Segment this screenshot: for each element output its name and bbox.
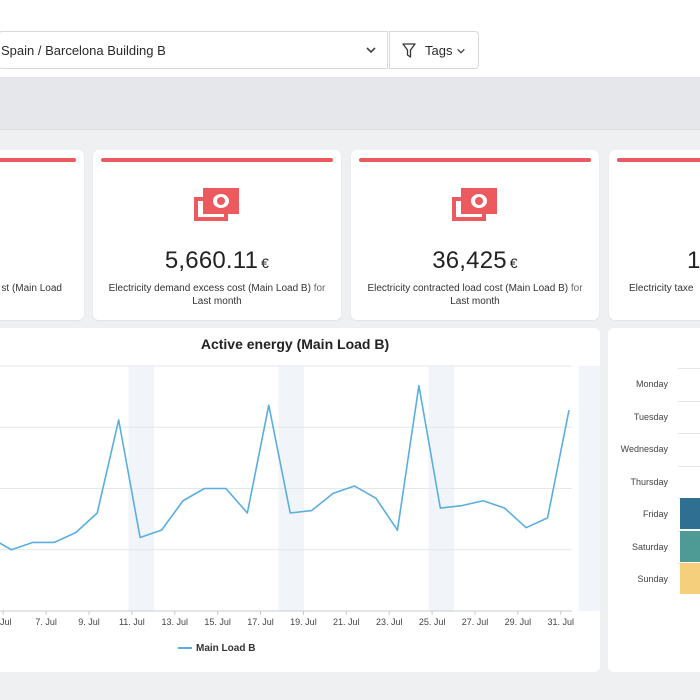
heatmap-day-label: Saturday: [631, 541, 668, 552]
heatmap-row-divider: [678, 368, 700, 369]
x-tick-label: 17. Jul: [247, 617, 274, 627]
x-tick-label: 27. Jul: [462, 617, 489, 627]
kpi-card[interactable]: 5,660.11 € Electricity demand excess cost…: [93, 150, 341, 320]
heatmap-day-label: Wednesday: [620, 444, 668, 454]
kpi-description: Electricity demand excess cost (Main Loa…: [108, 283, 326, 307]
kpi-card[interactable]: 36,425 € Electricity contracted load cost…: [351, 150, 599, 320]
kpi-card[interactable]: st (Main Load: [0, 150, 84, 320]
heatmap-cell[interactable]: [680, 498, 700, 529]
x-tick-label: 15. Jul: [204, 617, 231, 627]
legend-line-swatch: [178, 647, 192, 650]
filter-band: [0, 78, 700, 130]
active-energy-line-chart[interactable]: . Jul 7. Jul 9. Jul 11. Jul 13. Jul 15. Jul 17…: [0, 328, 600, 672]
card-accent-bar: [0, 158, 76, 162]
location-select-value: Spain / Barcelona Building B: [1, 43, 166, 58]
top-toolbar: Spain / Barcelona Building B Tags: [0, 0, 700, 78]
x-tick-label: 21. Jul: [333, 617, 360, 627]
tags-label: Tags: [425, 43, 453, 58]
active-energy-chart-card: Active energy (Main Load B) . Jul 7. Jul 9…: [0, 328, 600, 672]
chart-title: Active energy (Main Load B): [200, 336, 390, 352]
heatmap-day-label: Monday: [635, 379, 668, 389]
heatmap-day-label: Thursday: [630, 476, 668, 487]
x-tick-label: 7. Jul: [35, 617, 57, 627]
heatmap-row-divider: [678, 400, 700, 402]
kpi-description: st (Main Load: [1, 283, 62, 294]
weekday-heatmap-card: Monday Tuesday Wednesday Thursday Friday Satu…: [608, 328, 700, 672]
tags-filter-button[interactable]: Tags: [389, 31, 479, 69]
kpi-value: 5,660.11 €: [164, 247, 270, 274]
x-tick-label: 13. Jul: [162, 617, 189, 627]
heatmap-day-label: Tuesday: [633, 411, 668, 422]
heatmap-row-divider: [678, 465, 700, 467]
kpi-description: Electricity taxe: [629, 283, 694, 294]
x-tick-label: 29. Jul: [505, 617, 532, 627]
money-icon: [452, 188, 497, 221]
heatmap-day-label: Sunday: [637, 574, 668, 584]
location-select[interactable]: Spain / Barcelona Building B: [0, 31, 388, 69]
kpi-value: [0, 247, 84, 275]
kpi-value: 1: [687, 247, 700, 274]
card-accent-bar: [101, 158, 333, 162]
x-tick-label: 19. Jul: [290, 617, 317, 627]
filter-icon: [402, 43, 416, 58]
chevron-down-icon: [457, 48, 465, 54]
card-accent-bar: [617, 158, 700, 162]
x-tick-label: 11. Jul: [119, 617, 145, 627]
heatmap-row-divider: [678, 433, 700, 434]
kpi-description: Electricity contracted load cost (Main L…: [367, 283, 583, 307]
money-icon: [194, 188, 239, 221]
chart-legend[interactable]: Main Load B: [178, 643, 255, 654]
heatmap-cell[interactable]: [680, 563, 700, 594]
x-tick-label: 31. Jul: [548, 617, 575, 627]
heatmap-cell[interactable]: [680, 530, 700, 562]
series-line-main-load-b: [0, 384, 570, 551]
card-accent-bar: [359, 158, 591, 162]
kpi-value: 36,425 €: [432, 247, 518, 274]
chevron-down-icon: [366, 47, 376, 54]
x-tick-label: 9. Jul: [78, 617, 100, 627]
legend-series-name: Main Load B: [196, 643, 256, 654]
heatmap-day-label: Friday: [642, 509, 668, 519]
x-tick-label: 23. Jul: [376, 617, 403, 627]
x-tick-label: . Jul: [0, 617, 11, 627]
kpi-card[interactable]: 1 Electricity taxe: [609, 150, 700, 320]
x-tick-label: 25. Jul: [419, 617, 446, 627]
weekend-band: [578, 366, 600, 611]
